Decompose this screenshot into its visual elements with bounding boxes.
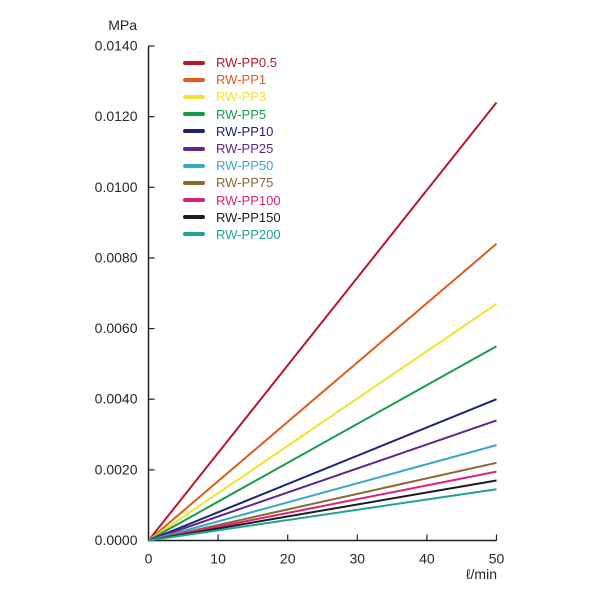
legend-label: RW-PP10: [216, 123, 274, 139]
y-tick-label: 0.0000: [95, 532, 138, 548]
legend-item: RW-PP100: [183, 192, 281, 209]
legend-item: RW-PP3: [183, 88, 281, 105]
legend-label: RW-PP1: [216, 72, 267, 88]
legend-item: RW-PP150: [183, 209, 281, 226]
series-line-RW-PP1: [147, 243, 498, 542]
x-tick-label: 10: [210, 551, 226, 567]
series-line-RW-PP25: [148, 419, 497, 542]
legend-swatch-icon: [183, 180, 205, 185]
series-line-RW-PP75: [148, 461, 497, 542]
legend-item: RW-PP0.5: [183, 54, 281, 71]
series-line-RW-PP5: [148, 345, 497, 542]
legend-item: RW-PP50: [183, 157, 281, 174]
x-tick-label: 30: [350, 551, 366, 567]
x-tick-label: 20: [280, 551, 296, 567]
legend-label: RW-PP75: [216, 175, 274, 191]
legend: RW-PP0.5 RW-PP1 RW-PP3 RW-PP5 RW-PP10 RW-PP25…: [183, 54, 281, 243]
y-tick-label: 0.0100: [95, 179, 138, 195]
y-tick-label: 0.0060: [95, 320, 138, 336]
legend-swatch-icon: [183, 163, 205, 168]
legend-label: RW-PP0.5: [216, 55, 277, 71]
legend-item: RW-PP75: [183, 174, 281, 191]
series-line-RW-PP0.5: [147, 101, 498, 542]
legend-label: RW-PP150: [216, 209, 281, 225]
legend-item: RW-PP10: [183, 123, 281, 140]
series-line-RW-PP100: [148, 470, 497, 542]
legend-label: RW-PP200: [216, 226, 281, 242]
legend-swatch-icon: [183, 232, 205, 237]
legend-swatch-icon: [183, 60, 205, 65]
legend-label: RW-PP5: [216, 106, 267, 122]
series-line-RW-PP50: [148, 444, 497, 542]
legend-swatch-icon: [183, 77, 205, 82]
y-tick-label: 0.0040: [95, 391, 138, 407]
y-tick-label: 0.0020: [95, 461, 138, 477]
legend-item: RW-PP200: [183, 226, 281, 243]
legend-label: RW-PP3: [216, 89, 267, 105]
legend-swatch-icon: [183, 198, 205, 203]
series-line-RW-PP10: [148, 398, 497, 542]
series-line-RW-PP3: [147, 303, 498, 542]
x-tick-label: 0: [145, 551, 153, 567]
legend-swatch-icon: [183, 146, 205, 151]
legend-swatch-icon: [183, 112, 205, 117]
legend-label: RW-PP50: [216, 158, 274, 174]
legend-item: RW-PP1: [183, 71, 281, 88]
legend-label: RW-PP25: [216, 141, 274, 157]
y-tick-label: 0.0120: [95, 108, 138, 124]
legend-swatch-icon: [183, 94, 205, 99]
legend-swatch-icon: [183, 215, 205, 220]
series-line-RW-PP200: [148, 488, 497, 542]
y-tick-label: 0.0140: [95, 38, 138, 54]
y-tick-label: 0.0080: [95, 249, 138, 265]
x-tick-label: 50: [489, 551, 505, 567]
y-axis-unit-label: MPa: [108, 17, 137, 33]
x-axis-unit-label: ℓ/min: [466, 566, 497, 582]
series-line-RW-PP150: [148, 479, 497, 542]
x-tick-label: 40: [419, 551, 435, 567]
legend-item: RW-PP5: [183, 106, 281, 123]
legend-item: RW-PP25: [183, 140, 281, 157]
legend-label: RW-PP100: [216, 192, 281, 208]
legend-swatch-icon: [183, 129, 205, 134]
